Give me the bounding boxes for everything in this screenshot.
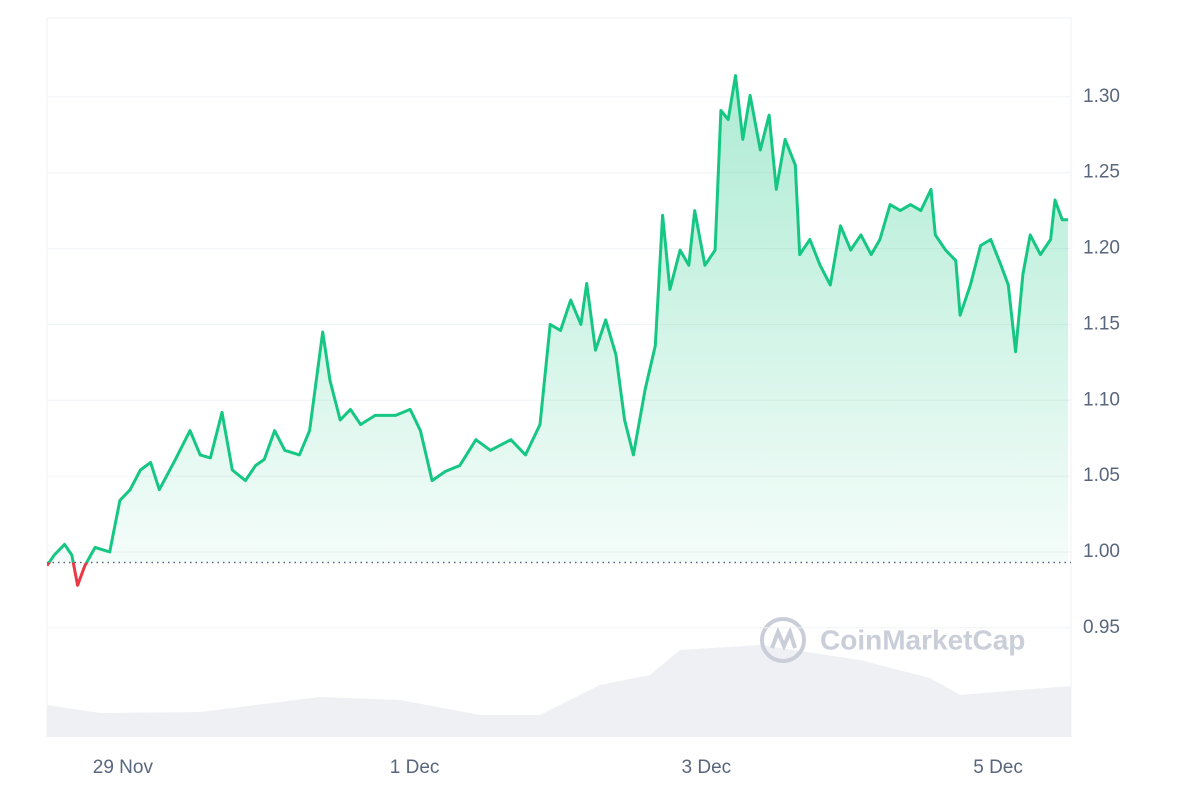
volume-area [47,645,1071,737]
y-tick-label: 0.95 [1083,617,1120,638]
y-tick-label: 1.20 [1083,238,1120,259]
price-line [47,74,1069,563]
y-tick-label: 1.10 [1083,389,1120,410]
y-tick-label: 1.15 [1083,313,1120,334]
x-tick-label: 5 Dec [973,757,1023,778]
watermark-text: CoinMarketCap [820,624,1025,655]
y-tick-label: 1.30 [1083,86,1120,107]
y-tick-label: 1.25 [1083,162,1120,183]
y-tick-label: 1.05 [1083,465,1120,486]
x-tick-label: 1 Dec [390,757,440,778]
price-area [47,75,1069,563]
watermark: CoinMarketCap [760,617,1025,663]
x-tick-label: 3 Dec [682,757,732,778]
x-tick-label: 29 Nov [93,757,154,778]
y-tick-label: 1.00 [1083,541,1120,562]
